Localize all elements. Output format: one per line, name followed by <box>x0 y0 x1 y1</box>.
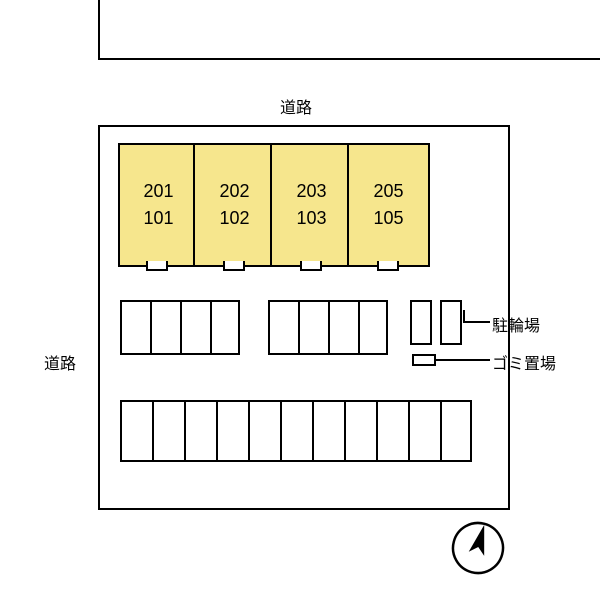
parking-cell <box>268 300 298 355</box>
unit-202-102: 202 102 <box>193 143 276 267</box>
unit-upper: 202 <box>219 178 249 205</box>
callout-line <box>463 321 490 323</box>
garbage-rect <box>412 354 436 366</box>
parking-cell <box>180 300 210 355</box>
road-label-top: 道路 <box>280 94 312 118</box>
unit-upper: 203 <box>296 178 326 205</box>
bike-parking-label: 駐輪場 <box>492 312 540 336</box>
parking-cell <box>152 400 184 462</box>
parking-cell <box>312 400 344 462</box>
unit-205-105: 205 105 <box>347 143 430 267</box>
parking-cell <box>120 300 150 355</box>
parking-cell <box>408 400 440 462</box>
parking-cell <box>298 300 328 355</box>
parking-cell <box>248 400 280 462</box>
callout-line <box>463 310 465 323</box>
parking-cell <box>440 400 472 462</box>
bike-parking-rect <box>410 300 432 345</box>
entrance-tab <box>377 261 399 271</box>
entrance-tab <box>223 261 245 271</box>
unit-lower: 102 <box>219 205 249 232</box>
parking-cell <box>150 300 180 355</box>
unit-lower: 105 <box>373 205 403 232</box>
parking-row-bottom <box>120 400 472 462</box>
parking-row-upper-right <box>268 300 388 355</box>
callout-line <box>436 359 490 361</box>
entrance-tab <box>300 261 322 271</box>
parking-cell <box>210 300 240 355</box>
parking-cell <box>216 400 248 462</box>
parking-cell <box>184 400 216 462</box>
unit-203-103: 203 103 <box>270 143 353 267</box>
site-plan-canvas: 道路 201 101 202 102 203 103 205 105 <box>0 0 600 600</box>
unit-lower: 103 <box>296 205 326 232</box>
parking-cell <box>358 300 388 355</box>
parking-cell <box>280 400 312 462</box>
parking-cell <box>344 400 376 462</box>
garbage-label: ゴミ置場 <box>492 350 556 374</box>
unit-upper: 205 <box>373 178 403 205</box>
road-label-left: 道路 <box>44 350 76 374</box>
unit-lower: 101 <box>143 205 173 232</box>
parking-cell <box>376 400 408 462</box>
parking-cell <box>120 400 152 462</box>
parking-cell <box>328 300 358 355</box>
parking-row-upper-left <box>120 300 240 355</box>
compass-icon <box>450 520 506 576</box>
entrance-tab <box>146 261 168 271</box>
top-region <box>98 0 600 60</box>
unit-upper: 201 <box>143 178 173 205</box>
building: 201 101 202 102 203 103 205 105 <box>118 143 426 263</box>
bike-parking-rect <box>440 300 462 345</box>
unit-201-101: 201 101 <box>118 143 199 267</box>
